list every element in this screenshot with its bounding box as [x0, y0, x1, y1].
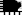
Point	[5, 7, 6, 8]
Point	[11, 5, 12, 6]
Point	[9, 6, 10, 7]
Point	[11, 10, 12, 11]
Point	[8, 7, 9, 8]
Point	[7, 6, 8, 7]
Point	[13, 6, 14, 7]
Point	[8, 7, 9, 8]
Point	[10, 6, 11, 7]
Point	[12, 6, 13, 7]
Point	[13, 6, 14, 7]
Point	[5, 7, 6, 8]
Point	[8, 6, 9, 7]
